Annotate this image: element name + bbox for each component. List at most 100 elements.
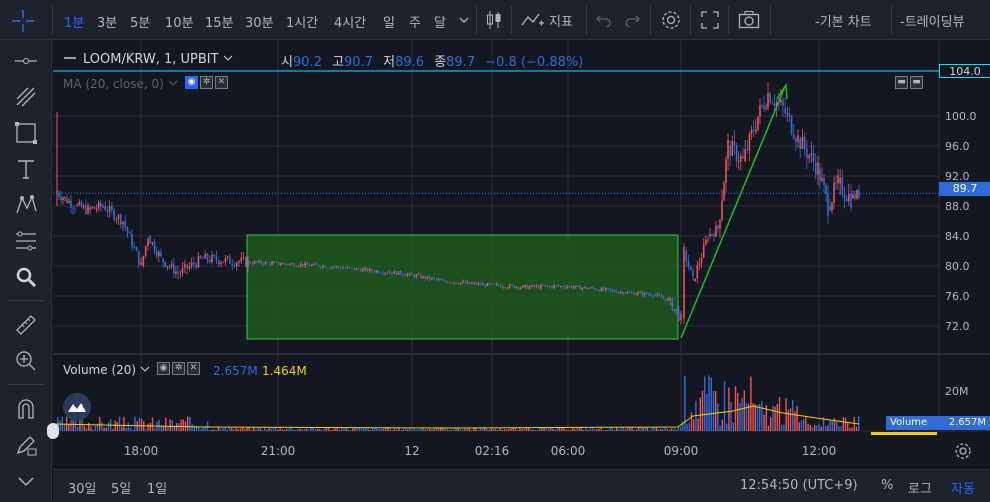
- scroll-left-handle[interactable]: [47, 423, 59, 439]
- candle-body: [806, 148, 808, 158]
- timeframe-15m[interactable]: 15분: [205, 16, 234, 31]
- basic-chart-button[interactable]: -기본 차트: [815, 14, 872, 30]
- candle-body: [848, 193, 850, 202]
- range-5d[interactable]: 5일: [111, 482, 132, 497]
- volume-bar: [644, 428, 646, 431]
- candle-body: [502, 287, 504, 289]
- timeframe-1h[interactable]: 1시간: [286, 16, 319, 31]
- candle-body: [351, 267, 353, 269]
- consolidation-rectangle-drawing: [246, 234, 679, 340]
- volume-bar: [290, 427, 292, 431]
- collapse-toolbar-icon[interactable]: [13, 468, 39, 494]
- chevron-down-icon[interactable]: [140, 364, 150, 374]
- timeframe-1m[interactable]: 1분: [64, 16, 85, 31]
- close-icon[interactable]: ✕: [215, 76, 228, 89]
- volume-bar: [261, 429, 264, 431]
- candle-body: [613, 290, 616, 292]
- symbol-name[interactable]: LOOM/KRW, 1, UPBIT: [83, 52, 219, 67]
- maximize-pane-icon[interactable]: ▬: [910, 76, 923, 89]
- zoom-search-icon[interactable]: [13, 264, 39, 290]
- timeframe-3m[interactable]: 3분: [97, 16, 118, 31]
- volume-bar: [532, 429, 534, 431]
- candle-body: [475, 282, 478, 285]
- candle-body: [750, 130, 753, 134]
- range-1d[interactable]: 1일: [147, 482, 168, 497]
- chevron-down-icon[interactable]: [223, 53, 233, 63]
- candle-body: [702, 244, 705, 258]
- zoom-in-icon[interactable]: [13, 348, 39, 374]
- fullscreen-icon[interactable]: [700, 6, 720, 34]
- timeframe-day[interactable]: 일: [383, 16, 395, 31]
- indicators-button[interactable]: 지표: [521, 6, 573, 34]
- crosshair-icon[interactable]: [10, 8, 36, 34]
- redo-icon[interactable]: [624, 6, 640, 34]
- tradingview-logo-icon[interactable]: [63, 393, 91, 421]
- settings-gear-icon[interactable]: ✲: [172, 362, 185, 375]
- settings-gear-icon[interactable]: ✲: [200, 76, 213, 89]
- timeframe-30m[interactable]: 30분: [245, 16, 274, 31]
- candle-body: [91, 207, 94, 209]
- timeframe-4h[interactable]: 4시간: [334, 16, 367, 31]
- chart-pane[interactable]: 100.0 96.0 92.0 88.0 84.0 80.0 76.0 72.0 18:00 21…: [47, 41, 990, 469]
- volume-bar: [523, 428, 525, 431]
- volume-bar: [721, 419, 723, 431]
- chevron-down-icon[interactable]: [168, 78, 178, 88]
- volume-bar: [470, 429, 473, 431]
- pencil-lock-icon[interactable]: [13, 432, 39, 458]
- volume-bar: [206, 421, 209, 431]
- rectangle-tool-icon[interactable]: [13, 120, 39, 146]
- collapse-legend-icon[interactable]: [63, 51, 77, 65]
- ruler-icon[interactable]: [13, 312, 39, 338]
- pattern-tool-icon[interactable]: [13, 192, 39, 218]
- volume-bar: [228, 427, 231, 431]
- tradingview-button[interactable]: -트레이딩뷰: [900, 14, 965, 30]
- volume-bar: [305, 428, 308, 431]
- volume-bar: [673, 428, 675, 431]
- chevron-down-icon[interactable]: [458, 6, 470, 34]
- minimize-pane-icon[interactable]: ▬: [895, 76, 908, 89]
- magnet-icon[interactable]: [13, 396, 39, 422]
- timeframe-5m[interactable]: 5분: [130, 16, 151, 31]
- volume-legend[interactable]: Volume (20): [63, 363, 150, 377]
- candle-body: [482, 283, 484, 285]
- volume-bar: [807, 423, 809, 431]
- range-30d[interactable]: 30일: [68, 482, 97, 497]
- ma-indicator-label[interactable]: MA (20, close, 0): [63, 77, 178, 91]
- trend-line-tool-icon[interactable]: [13, 84, 39, 110]
- undo-icon[interactable]: [596, 6, 612, 34]
- price-tick-label: 72.0: [945, 320, 970, 333]
- volume-bar: [332, 429, 334, 431]
- candle-body: [671, 298, 674, 311]
- fibonacci-tool-icon[interactable]: [13, 228, 39, 254]
- volume-bar: [253, 427, 255, 431]
- close-icon[interactable]: ✕: [187, 362, 200, 375]
- candle-body: [721, 200, 723, 220]
- volume-bar: [693, 419, 695, 431]
- visibility-eye-icon[interactable]: ◉: [185, 76, 198, 89]
- candle-body: [598, 289, 601, 292]
- candle-style-icon[interactable]: [484, 6, 504, 34]
- percent-scale-toggle[interactable]: %: [881, 478, 894, 493]
- candle-body: [656, 294, 659, 296]
- candle-body: [448, 282, 451, 284]
- chart-settings-gear-icon[interactable]: [952, 440, 974, 462]
- timeframe-month[interactable]: 달: [434, 16, 446, 31]
- settings-gear-icon[interactable]: [660, 6, 682, 34]
- candle-body: [397, 271, 400, 275]
- clock-timezone[interactable]: 12:54:50 (UTC+9): [740, 478, 858, 493]
- horizontal-line-tool-icon[interactable]: [13, 48, 39, 74]
- volume-bar: [409, 427, 411, 431]
- timeframe-10m[interactable]: 10분: [165, 16, 194, 31]
- candle-body: [546, 285, 549, 287]
- volume-bar: [77, 426, 79, 431]
- camera-icon[interactable]: [738, 6, 760, 34]
- candle-body: [810, 153, 813, 156]
- volume-bar: [446, 428, 448, 431]
- log-scale-toggle[interactable]: 로그: [908, 482, 932, 497]
- price-chart-svg[interactable]: 100.0 96.0 92.0 88.0 84.0 80.0 76.0 72.0 18:00 21…: [53, 41, 990, 469]
- candle-body: [240, 257, 243, 262]
- visibility-eye-icon[interactable]: ◉: [157, 362, 170, 375]
- auto-scale-toggle[interactable]: 자동: [951, 482, 975, 497]
- text-tool-icon[interactable]: [13, 156, 39, 182]
- timeframe-week[interactable]: 주: [409, 16, 421, 31]
